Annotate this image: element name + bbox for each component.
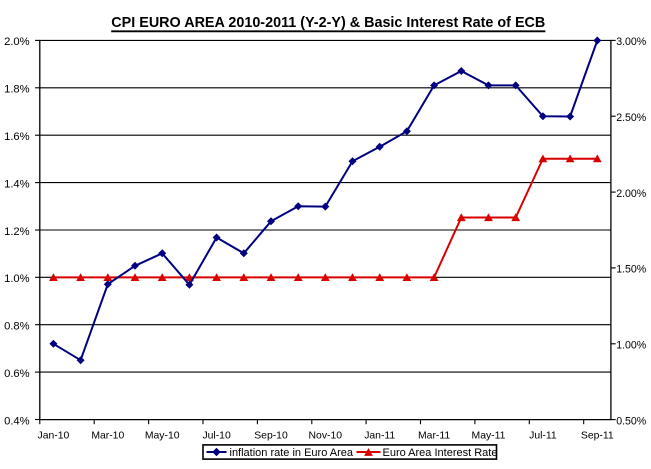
svg-text:Mar-11: Mar-11	[418, 430, 450, 441]
svg-text:1.6%: 1.6%	[4, 131, 30, 143]
svg-text:1.8%: 1.8%	[4, 84, 30, 96]
svg-text:0.6%: 0.6%	[4, 368, 30, 380]
svg-text:Mar-10: Mar-10	[91, 430, 124, 441]
svg-text:May-11: May-11	[472, 430, 506, 441]
svg-text:inflation rate in Euro Area: inflation rate in Euro Area	[230, 447, 354, 459]
svg-text:2.0%: 2.0%	[4, 36, 30, 48]
svg-text:Jul-11: Jul-11	[529, 430, 557, 441]
svg-text:CPI EURO AREA 2010-2011 (Y-2-Y: CPI EURO AREA 2010-2011 (Y-2-Y) & Basic …	[111, 15, 545, 31]
svg-text:Euro Area Interest Rate: Euro Area Interest Rate	[383, 447, 498, 459]
svg-text:0.50%: 0.50%	[616, 415, 647, 427]
svg-text:0.8%: 0.8%	[4, 321, 30, 333]
svg-text:Sep-10: Sep-10	[254, 430, 288, 441]
svg-text:1.4%: 1.4%	[4, 178, 30, 190]
svg-text:May-10: May-10	[145, 430, 180, 441]
svg-text:Jul-10: Jul-10	[202, 430, 231, 441]
svg-text:1.2%: 1.2%	[4, 226, 30, 238]
svg-text:Jan-11: Jan-11	[364, 430, 395, 441]
svg-text:1.50%: 1.50%	[616, 264, 647, 276]
svg-text:2.00%: 2.00%	[616, 188, 647, 200]
svg-text:Sep-11: Sep-11	[581, 430, 614, 441]
svg-text:1.00%: 1.00%	[616, 340, 647, 352]
svg-text:Nov-10: Nov-10	[309, 430, 343, 441]
svg-text:3.00%: 3.00%	[616, 36, 647, 48]
svg-text:0.4%: 0.4%	[4, 415, 30, 427]
svg-text:1.0%: 1.0%	[4, 273, 30, 285]
svg-text:Jan-10: Jan-10	[38, 430, 70, 441]
svg-text:2.50%: 2.50%	[616, 112, 647, 124]
